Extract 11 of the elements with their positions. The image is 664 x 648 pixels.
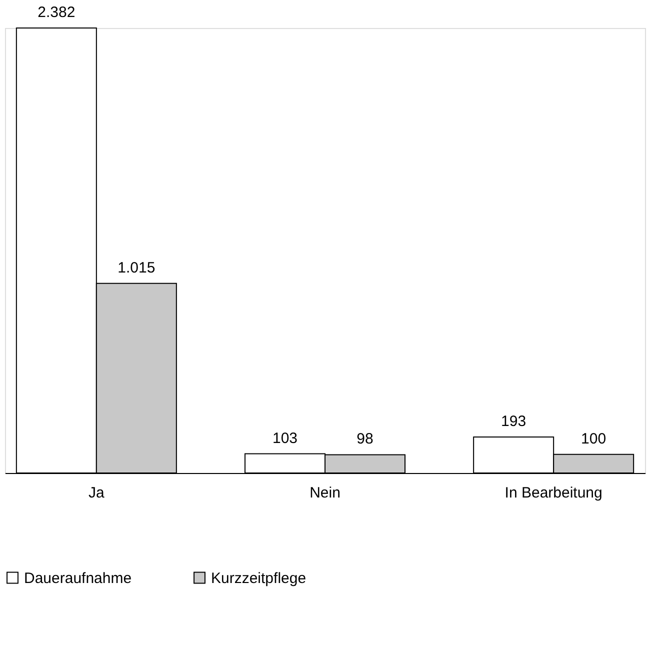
x-tick-label: Ja <box>88 484 106 502</box>
data-label: 98 <box>356 430 374 448</box>
data-label: 193 <box>501 412 526 430</box>
x-tick-label: In Bearbeitung <box>504 484 602 502</box>
data-label: 103 <box>272 430 298 447</box>
legend-label: Daueraufnahme <box>24 570 132 587</box>
data-label: 1.015 <box>118 259 156 276</box>
data-label: 100 <box>581 430 606 448</box>
x-tick-label: Nein <box>310 484 340 502</box>
legend-label: Kurzzeitpflege <box>211 570 306 587</box>
data-label: 2.382 <box>38 4 76 21</box>
